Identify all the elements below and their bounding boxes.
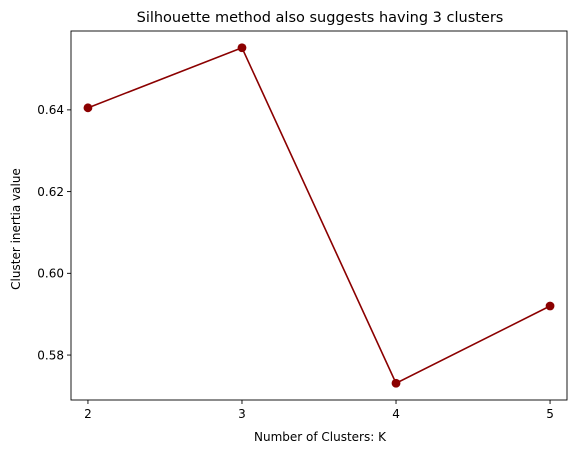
x-axis-label: Number of Clusters: K bbox=[254, 430, 387, 444]
x-tick-label: 3 bbox=[238, 407, 246, 421]
x-tick-label: 4 bbox=[392, 407, 400, 421]
x-tick-label: 5 bbox=[546, 407, 554, 421]
data-point bbox=[546, 302, 555, 311]
chart-title: Silhouette method also suggests having 3… bbox=[137, 10, 504, 26]
y-tick-label: 0.64 bbox=[37, 103, 64, 117]
data-point bbox=[392, 379, 401, 388]
y-tick-label: 0.62 bbox=[37, 185, 64, 199]
y-axis-label: Cluster inertia value bbox=[9, 168, 23, 290]
y-tick-label: 0.60 bbox=[37, 267, 64, 281]
y-tick-label: 0.58 bbox=[37, 348, 64, 362]
data-point bbox=[84, 103, 93, 112]
data-point bbox=[238, 43, 247, 52]
x-tick-label: 2 bbox=[84, 407, 92, 421]
